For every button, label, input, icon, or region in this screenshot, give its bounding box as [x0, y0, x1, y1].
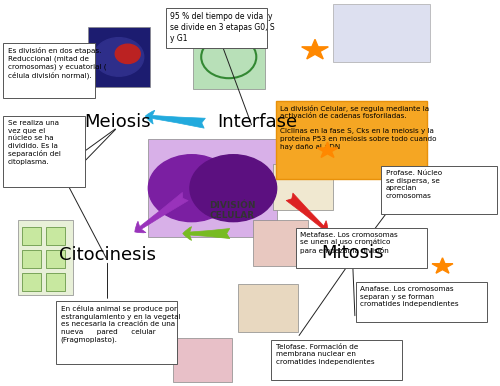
Polygon shape	[317, 142, 338, 157]
Text: DIVISIÓN
CELULAR: DIVISIÓN CELULAR	[209, 201, 256, 220]
Text: Es división en dos etapas.
Reduccional (mitad de
cromosomas) y ecuatorial (
célu: Es división en dos etapas. Reduccional (…	[8, 47, 106, 79]
Text: Telofase. Formación de
membrana nuclear en
cromatides independientes: Telofase. Formación de membrana nuclear …	[276, 344, 374, 365]
Circle shape	[190, 155, 276, 222]
FancyBboxPatch shape	[46, 250, 64, 268]
FancyBboxPatch shape	[18, 220, 72, 295]
FancyBboxPatch shape	[252, 220, 308, 266]
FancyBboxPatch shape	[380, 166, 497, 214]
FancyBboxPatch shape	[46, 273, 64, 291]
FancyBboxPatch shape	[148, 139, 278, 237]
FancyBboxPatch shape	[238, 284, 298, 332]
FancyBboxPatch shape	[88, 27, 150, 87]
Polygon shape	[432, 258, 453, 273]
Text: En célula animal se produce por
estrangulamiento y en la vegetal
es necesaria la: En célula animal se produce por estrangu…	[60, 305, 180, 343]
Text: Metafase. Los cromosomas
se unen al uso cromático
para empezar la división: Metafase. Los cromosomas se unen al uso …	[300, 232, 398, 254]
Text: Mitosis: Mitosis	[321, 244, 384, 262]
Circle shape	[94, 37, 144, 76]
FancyBboxPatch shape	[276, 101, 427, 179]
Text: Interfase: Interfase	[218, 113, 298, 130]
FancyBboxPatch shape	[166, 8, 267, 48]
Circle shape	[148, 155, 235, 222]
FancyBboxPatch shape	[22, 273, 40, 291]
FancyBboxPatch shape	[272, 164, 332, 210]
FancyBboxPatch shape	[3, 116, 84, 187]
Text: 95 % del tiempo de vida  y
se divide en 3 etapas G0, S
y G1: 95 % del tiempo de vida y se divide en 3…	[170, 12, 275, 43]
FancyBboxPatch shape	[22, 250, 40, 268]
FancyBboxPatch shape	[3, 43, 94, 98]
Text: Profase. Núcleo
se dispersa, se
aprecian
cromosomas: Profase. Núcleo se dispersa, se aprecian…	[386, 170, 442, 199]
FancyBboxPatch shape	[356, 282, 487, 322]
FancyBboxPatch shape	[192, 25, 265, 89]
FancyBboxPatch shape	[46, 227, 64, 245]
FancyBboxPatch shape	[332, 4, 430, 62]
FancyBboxPatch shape	[296, 228, 427, 268]
FancyBboxPatch shape	[22, 227, 40, 245]
Polygon shape	[302, 39, 328, 59]
FancyBboxPatch shape	[270, 340, 402, 380]
FancyBboxPatch shape	[172, 338, 233, 382]
Text: Se realiza una
vez que el
núcleo se ha
dividido. Es la
separación del
citoplasma: Se realiza una vez que el núcleo se ha d…	[8, 120, 61, 165]
FancyBboxPatch shape	[56, 301, 177, 364]
Text: Anafase. Los cromosomas
separan y se forman
cromatides independientes: Anafase. Los cromosomas separan y se for…	[360, 286, 459, 307]
Text: Citocinesis: Citocinesis	[59, 246, 156, 264]
Circle shape	[115, 44, 140, 63]
Text: Meiosis: Meiosis	[84, 113, 151, 130]
Text: La división Celular, se regula mediante la
activación de cadenas fosforiladas.

: La división Celular, se regula mediante …	[280, 105, 437, 150]
